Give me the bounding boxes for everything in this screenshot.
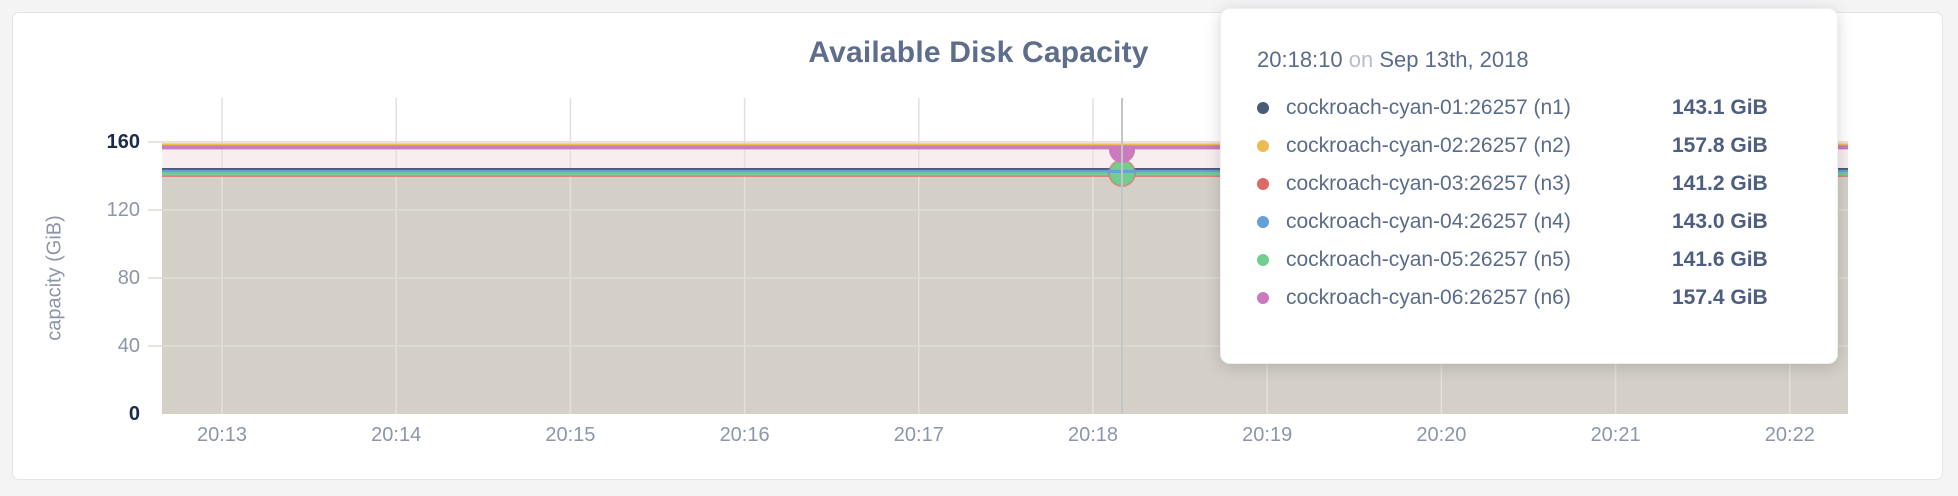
chart-title: Available Disk Capacity — [808, 36, 1149, 69]
series-color-dot — [1257, 140, 1269, 152]
tooltip-row: cockroach-cyan-06:26257 (n6) 157.4 GiB — [1257, 279, 1807, 317]
series-color-dot — [1257, 102, 1269, 114]
tooltip-row: cockroach-cyan-01:26257 (n1) 143.1 GiB — [1257, 89, 1807, 127]
x-tick-label: 20:18 — [1067, 424, 1119, 446]
tooltip-rows: cockroach-cyan-01:26257 (n1) 143.1 GiB coc… — [1257, 89, 1807, 317]
x-tick-label: 20:16 — [719, 424, 770, 446]
tooltip-series-name: cockroach-cyan-04:26257 (n4) — [1286, 210, 1571, 233]
tooltip-series-name: cockroach-cyan-01:26257 (n1) — [1286, 96, 1571, 119]
tooltip-series-name: cockroach-cyan-05:26257 (n5) — [1286, 248, 1571, 271]
y-tick-label: 80 — [117, 267, 140, 289]
tooltip-time: 20:18:10 — [1257, 47, 1343, 72]
y-tick-label: 120 — [106, 199, 140, 221]
tooltip-on-word: on — [1348, 47, 1374, 72]
x-tick-label: 20:14 — [371, 424, 422, 446]
tooltip-row: cockroach-cyan-03:26257 (n3) 141.2 GiB — [1257, 165, 1807, 203]
chart-tooltip: 20:18:10 on Sep 13th, 2018 cockroach-cya… — [1220, 8, 1838, 364]
x-tick-label: 20:17 — [893, 424, 944, 446]
tooltip-series-name: cockroach-cyan-06:26257 (n6) — [1286, 286, 1571, 309]
tooltip-series-name: cockroach-cyan-03:26257 (n3) — [1286, 172, 1571, 195]
tooltip-series-name: cockroach-cyan-02:26257 (n2) — [1286, 134, 1571, 157]
series-color-dot — [1257, 254, 1269, 266]
series-color-dot — [1257, 292, 1269, 304]
tooltip-date: Sep 13th, 2018 — [1379, 47, 1529, 72]
y-tick-label: 0 — [128, 403, 140, 425]
tooltip-series-value: 157.8 GiB — [1672, 134, 1768, 157]
tooltip-row: cockroach-cyan-05:26257 (n5) 141.6 GiB — [1257, 241, 1807, 279]
x-tick-label: 20:15 — [545, 424, 596, 446]
x-tick-label: 20:13 — [196, 424, 248, 446]
y-tick-label: 40 — [117, 335, 140, 357]
tooltip-header: 20:18:10 on Sep 13th, 2018 — [1257, 47, 1807, 73]
x-tick-label: 20:19 — [1242, 424, 1293, 446]
tooltip-series-value: 141.2 GiB — [1672, 172, 1768, 195]
tooltip-series-value: 141.6 GiB — [1672, 248, 1768, 271]
tooltip-series-value: 157.4 GiB — [1672, 286, 1768, 309]
series-color-dot — [1257, 216, 1269, 228]
y-tick-label: 160 — [106, 131, 140, 153]
x-tick-label: 20:22 — [1764, 424, 1815, 446]
tooltip-series-value: 143.0 GiB — [1672, 210, 1768, 233]
series-color-dot — [1257, 178, 1269, 190]
x-tick-label: 20:21 — [1590, 424, 1641, 446]
tooltip-row: cockroach-cyan-02:26257 (n2) 157.8 GiB — [1257, 127, 1807, 165]
tooltip-series-value: 143.1 GiB — [1672, 96, 1768, 119]
x-tick-label: 20:20 — [1416, 424, 1467, 446]
tooltip-row: cockroach-cyan-04:26257 (n4) 143.0 GiB — [1257, 203, 1807, 241]
